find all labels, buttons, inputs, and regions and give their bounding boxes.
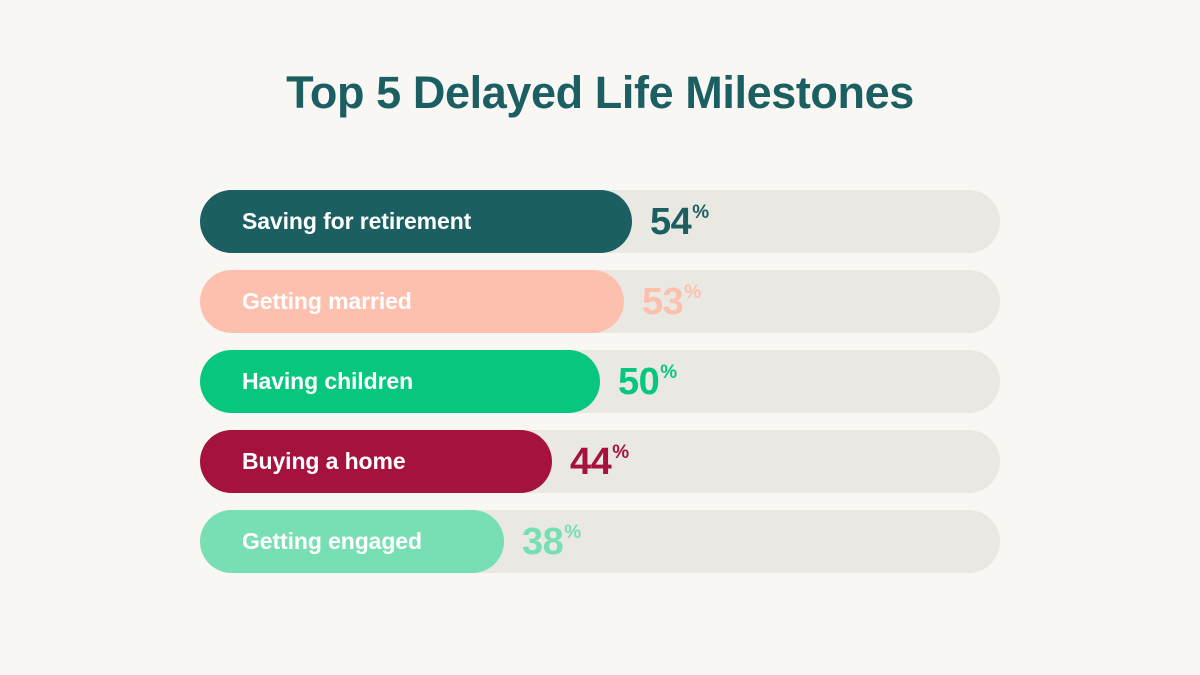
bar-value: 38 %: [522, 510, 581, 573]
bar-value: 44 %: [570, 430, 629, 493]
bar-label: Having children: [242, 368, 414, 394]
bar-fill: Buying a home: [200, 430, 552, 493]
bar-label: Getting engaged: [242, 528, 422, 554]
bar-row: Getting married 53 %: [200, 270, 1000, 333]
bar-row: Saving for retirement 54 %: [200, 190, 1000, 253]
bar-list: Saving for retirement 54 % Getting marri…: [200, 190, 1000, 573]
bar-value-number: 38: [522, 520, 564, 563]
page-title: Top 5 Delayed Life Milestones: [286, 67, 914, 118]
bar-fill: Getting engaged: [200, 510, 504, 573]
bar-value-number: 50: [618, 360, 660, 403]
bar-row: Having children 50 %: [200, 350, 1000, 413]
bar-label: Saving for retirement: [242, 208, 472, 234]
percent-symbol: %: [692, 202, 710, 223]
bar-label: Getting married: [242, 288, 412, 314]
bar-value-number: 54: [650, 200, 692, 243]
bar-value: 50 %: [618, 350, 677, 413]
bar-value-number: 53: [642, 280, 684, 323]
bar-label: Buying a home: [242, 448, 406, 474]
percent-symbol: %: [564, 522, 582, 543]
bar-fill: Having children: [200, 350, 600, 413]
bar-row: Buying a home 44 %: [200, 430, 1000, 493]
bar-row: Getting engaged 38 %: [200, 510, 1000, 573]
percent-symbol: %: [684, 282, 702, 303]
bar-fill: Saving for retirement: [200, 190, 632, 253]
percent-symbol: %: [660, 362, 678, 383]
bar-value: 54 %: [650, 190, 709, 253]
bar-fill: Getting married: [200, 270, 624, 333]
bar-value: 53 %: [642, 270, 701, 333]
percent-symbol: %: [612, 442, 630, 463]
bar-value-number: 44: [570, 440, 612, 483]
